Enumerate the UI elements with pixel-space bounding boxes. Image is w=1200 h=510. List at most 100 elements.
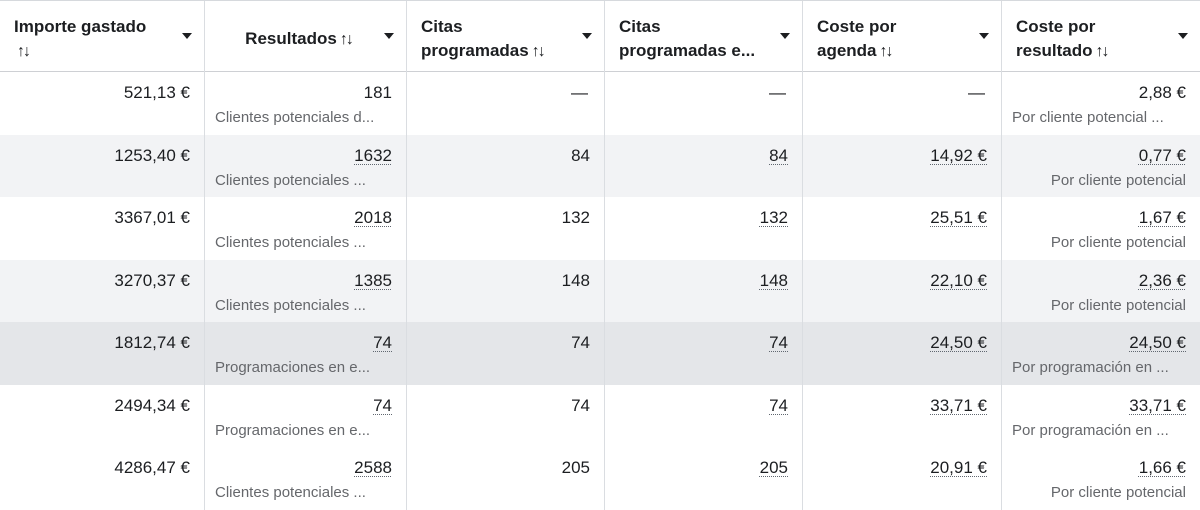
- coste-resultado-type: Por cliente potencial ...: [1012, 109, 1164, 126]
- resultados-value-link[interactable]: 1385: [354, 270, 392, 290]
- chevron-down-icon[interactable]: [582, 33, 592, 39]
- table-row[interactable]: 3270,37 € 1385 Clientes potenciales ... 1…: [0, 259, 1200, 322]
- sort-icon[interactable]: ↑↓: [531, 43, 546, 60]
- coste-agenda-value-link[interactable]: 25,51 €: [930, 208, 987, 227]
- cell-coste-resultado: 24,50 € Por programación en ...: [1001, 322, 1200, 385]
- coste-resultado-value-link[interactable]: 33,71 €: [1129, 395, 1186, 415]
- chevron-down-icon[interactable]: [384, 33, 394, 39]
- header-title: Resultados: [245, 29, 337, 48]
- sort-icon[interactable]: ↑↓: [1095, 43, 1110, 60]
- sort-icon[interactable]: ↑↓: [339, 31, 354, 48]
- citas-value: 74: [571, 395, 590, 415]
- table-row[interactable]: 4286,47 € 2588 Clientes potenciales ... 2…: [0, 447, 1200, 510]
- cell-citas: 84: [406, 134, 604, 197]
- coste-resultado-value: 2,88 €: [1138, 83, 1186, 102]
- cell-citas-e: 148: [604, 259, 802, 322]
- resultados-type: Clientes potenciales ...: [215, 234, 366, 251]
- resultados-value-link[interactable]: 2588: [354, 458, 392, 477]
- cell-citas-e: 205: [604, 447, 802, 510]
- cell-citas-e: 74: [604, 384, 802, 447]
- table-row[interactable]: 2494,34 € 74 Programaciones en e... 74 74…: [0, 384, 1200, 448]
- citas-e-value-link[interactable]: 74: [769, 395, 788, 415]
- citas-value: 148: [561, 270, 590, 290]
- coste-resultado-value-link[interactable]: 24,50 €: [1129, 333, 1186, 352]
- table-row[interactable]: 521,13 € 181 Clientes potenciales d... — …: [0, 72, 1200, 135]
- importe-value: 521,13 €: [123, 83, 190, 102]
- importe-value: 3367,01 €: [114, 208, 190, 227]
- column-header-coste-por-resultado[interactable]: Coste por resultado ↑↓: [1001, 1, 1200, 73]
- column-header-resultados[interactable]: Resultados ↑↓: [204, 1, 406, 73]
- cell-resultados: 181 Clientes potenciales d...: [204, 72, 406, 135]
- cell-importe: 521,13 €: [0, 72, 204, 135]
- header-title-line1: Citas: [421, 17, 463, 36]
- resultados-value-link[interactable]: 74: [373, 333, 392, 352]
- cell-coste-resultado: 1,66 € Por cliente potencial: [1001, 447, 1200, 510]
- coste-resultado-type: Por cliente potencial: [1050, 296, 1186, 314]
- citas-value: —: [571, 83, 588, 102]
- resultados-value-link[interactable]: 74: [373, 395, 392, 415]
- cell-citas: 74: [406, 384, 604, 447]
- resultados-value-link[interactable]: 1632: [354, 145, 392, 165]
- coste-resultado-value-link[interactable]: 1,66 €: [1138, 458, 1186, 477]
- cell-resultados: 2588 Clientes potenciales ...: [204, 447, 406, 510]
- coste-agenda-value-link[interactable]: 24,50 €: [930, 333, 987, 352]
- header-title-line2: programadas e...: [619, 41, 756, 60]
- coste-agenda-value-link[interactable]: 22,10 €: [930, 270, 987, 290]
- cell-importe: 2494,34 €: [0, 385, 204, 448]
- cell-citas: 148: [406, 259, 604, 322]
- sort-icon[interactable]: ↑↓: [17, 43, 31, 60]
- resultados-value-link[interactable]: 2018: [354, 208, 392, 227]
- resultados-type: Clientes potenciales ...: [215, 171, 366, 189]
- coste-agenda-value-link[interactable]: 20,91 €: [930, 458, 987, 477]
- citas-e-value-link[interactable]: 84: [769, 145, 788, 165]
- cell-coste-agenda: —: [802, 72, 1001, 135]
- citas-value: 84: [571, 145, 590, 165]
- coste-resultado-value-link[interactable]: 1,67 €: [1138, 208, 1186, 227]
- citas-e-value-link[interactable]: 148: [759, 270, 788, 290]
- resultados-type: Programaciones en e...: [215, 359, 371, 376]
- cell-coste-agenda: 22,10 €: [802, 259, 1001, 322]
- citas-value: 132: [561, 208, 590, 227]
- cell-importe: 4286,47 €: [0, 447, 204, 510]
- header-title-line2: agenda: [817, 41, 877, 60]
- column-header-citas-programadas[interactable]: Citas programadas ↑↓: [406, 1, 604, 73]
- cell-resultados: 2018 Clientes potenciales ...: [204, 197, 406, 260]
- chevron-down-icon[interactable]: [979, 33, 989, 39]
- importe-value: 1253,40 €: [114, 145, 190, 165]
- coste-agenda-value: —: [968, 83, 985, 102]
- chevron-down-icon[interactable]: [182, 33, 192, 39]
- table-row[interactable]: 1253,40 € 1632 Clientes potenciales ... 8…: [0, 134, 1200, 197]
- column-header-citas-programadas-e[interactable]: Citas programadas e...: [604, 1, 802, 73]
- citas-e-value-link[interactable]: 132: [759, 208, 788, 227]
- coste-agenda-value-link[interactable]: 33,71 €: [930, 395, 987, 415]
- cell-coste-resultado: 1,67 € Por cliente potencial: [1001, 197, 1200, 260]
- resultados-type: Clientes potenciales d...: [215, 109, 375, 126]
- header-title-line1: Coste por: [817, 17, 897, 36]
- importe-value: 2494,34 €: [114, 395, 190, 415]
- column-header-coste-por-agenda[interactable]: Coste por agenda ↑↓: [802, 1, 1001, 73]
- coste-resultado-value-link[interactable]: 2,36 €: [1138, 270, 1186, 290]
- cell-coste-resultado: 0,77 € Por cliente potencial: [1001, 134, 1200, 197]
- coste-agenda-value-link[interactable]: 14,92 €: [930, 145, 987, 165]
- cell-coste-agenda: 14,92 €: [802, 134, 1001, 197]
- coste-resultado-type: Por programación en ...: [1012, 359, 1169, 376]
- cell-citas: 74: [406, 322, 604, 385]
- sort-icon[interactable]: ↑↓: [879, 43, 894, 60]
- column-header-importe-gastado[interactable]: Importe gastado ↑↓: [0, 1, 204, 73]
- table-row[interactable]: 1812,74 € 74 Programaciones en e... 74 74…: [0, 322, 1200, 385]
- coste-resultado-type: Por cliente potencial: [1050, 484, 1186, 501]
- citas-e-value-link[interactable]: 74: [769, 333, 788, 352]
- cell-coste-agenda: 25,51 €: [802, 197, 1001, 260]
- chevron-down-icon[interactable]: [1178, 33, 1188, 39]
- citas-e-value-link[interactable]: 205: [759, 458, 788, 477]
- cell-citas-e: 132: [604, 197, 802, 260]
- cell-resultados: 1632 Clientes potenciales ...: [204, 134, 406, 197]
- chevron-down-icon[interactable]: [780, 33, 790, 39]
- cell-coste-resultado: 33,71 € Por programación en ...: [1001, 384, 1200, 447]
- coste-resultado-value-link[interactable]: 0,77 €: [1138, 145, 1186, 165]
- table-row[interactable]: 3367,01 € 2018 Clientes potenciales ... 1…: [0, 197, 1200, 260]
- coste-resultado-type: Por cliente potencial: [1050, 171, 1186, 189]
- importe-value: 1812,74 €: [114, 333, 190, 352]
- resultados-type: Clientes potenciales ...: [215, 484, 366, 501]
